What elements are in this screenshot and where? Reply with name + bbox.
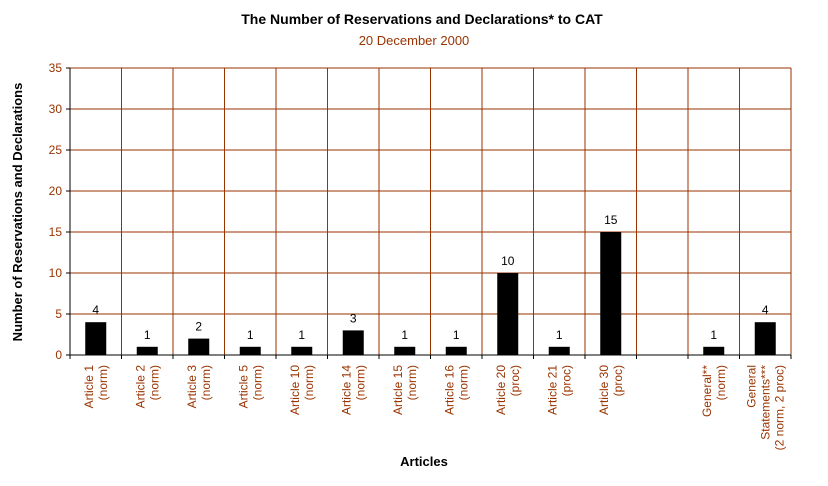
x-tick-label: Article 3 xyxy=(185,365,199,409)
data-label: 1 xyxy=(144,328,151,342)
bar xyxy=(85,322,107,355)
bar xyxy=(497,273,519,355)
x-tick-label: Article 30 xyxy=(597,365,611,415)
x-tick-label: (norm) xyxy=(199,365,213,400)
x-tick-label: General xyxy=(744,365,758,408)
data-label: 1 xyxy=(453,328,460,342)
y-tick-label: 10 xyxy=(49,266,63,280)
x-tick-labels: Article 1 (norm) Article 2 (norm) Article 3(… xyxy=(82,365,787,451)
y-tick-label: 5 xyxy=(55,307,62,321)
data-labels: 4 1 2 1 1 3 1 1 10 1 15 1 4 xyxy=(92,213,769,342)
bar xyxy=(754,322,776,355)
x-tick-label: (proc) xyxy=(559,365,573,396)
data-label: 3 xyxy=(350,311,357,325)
y-tick-label: 25 xyxy=(49,143,63,157)
x-tick-label: Article 21 xyxy=(545,365,559,415)
x-tick-label: Article 10 xyxy=(288,365,302,415)
y-tick-label: 30 xyxy=(49,102,63,116)
x-tick-label: (proc) xyxy=(611,365,625,396)
bar xyxy=(445,346,467,355)
data-label: 15 xyxy=(604,213,618,227)
bar xyxy=(342,330,364,355)
data-label: 10 xyxy=(501,254,515,268)
data-label: 4 xyxy=(92,303,99,317)
data-label: 1 xyxy=(298,328,305,342)
x-tick-label: Article 1 xyxy=(82,365,96,409)
x-tick-label: (norm) xyxy=(96,365,110,400)
x-tick-label: (norm) xyxy=(302,365,316,400)
x-tick-label: (norm) xyxy=(714,365,728,400)
x-tick-label: Statements*** xyxy=(758,365,772,440)
x-tick-label: (norm) xyxy=(147,365,161,400)
bar xyxy=(136,346,158,355)
data-label: 1 xyxy=(710,328,717,342)
x-tick-label: General** xyxy=(700,365,714,417)
bar xyxy=(188,338,210,355)
y-tick-labels: 0 5 10 15 20 25 30 35 xyxy=(49,61,63,362)
x-tick-label: Article 5 xyxy=(236,365,250,409)
data-label: 1 xyxy=(401,328,408,342)
x-tick-label: (2 norm, 2 proc) xyxy=(772,365,786,450)
data-label: 1 xyxy=(556,328,563,342)
x-tick-label: (norm) xyxy=(405,365,419,400)
chart-subtitle: 20 December 2000 xyxy=(359,33,470,48)
y-axis-label: Number of Reservations and Declarations xyxy=(10,83,25,342)
gridlines xyxy=(66,67,792,359)
bars xyxy=(85,232,776,355)
x-tick-label: Article 14 xyxy=(339,365,353,415)
y-tick-label: 15 xyxy=(49,225,63,239)
bar xyxy=(600,232,622,355)
bar xyxy=(394,346,416,355)
x-tick-label: Article 20 xyxy=(494,365,508,415)
y-tick-label: 0 xyxy=(55,348,62,362)
x-tick-label: Article 16 xyxy=(442,365,456,415)
y-tick-label: 35 xyxy=(49,61,63,75)
chart-title: The Number of Reservations and Declarati… xyxy=(241,11,603,27)
x-tick-label: Article 15 xyxy=(391,365,405,415)
bar xyxy=(548,346,570,355)
x-tick-label: (norm) xyxy=(353,365,367,400)
x-tick-label: Article 2 xyxy=(133,365,147,409)
data-label: 2 xyxy=(195,320,202,334)
data-label: 1 xyxy=(247,328,254,342)
bar xyxy=(703,346,725,355)
bar xyxy=(239,346,261,355)
x-tick-label: (norm) xyxy=(250,365,264,400)
x-tick-label: (proc) xyxy=(508,365,522,396)
y-tick-label: 20 xyxy=(49,184,63,198)
data-label: 4 xyxy=(762,303,769,317)
bar xyxy=(291,346,313,355)
x-tick-label: (norm) xyxy=(456,365,470,400)
x-axis-label: Articles xyxy=(400,454,448,469)
